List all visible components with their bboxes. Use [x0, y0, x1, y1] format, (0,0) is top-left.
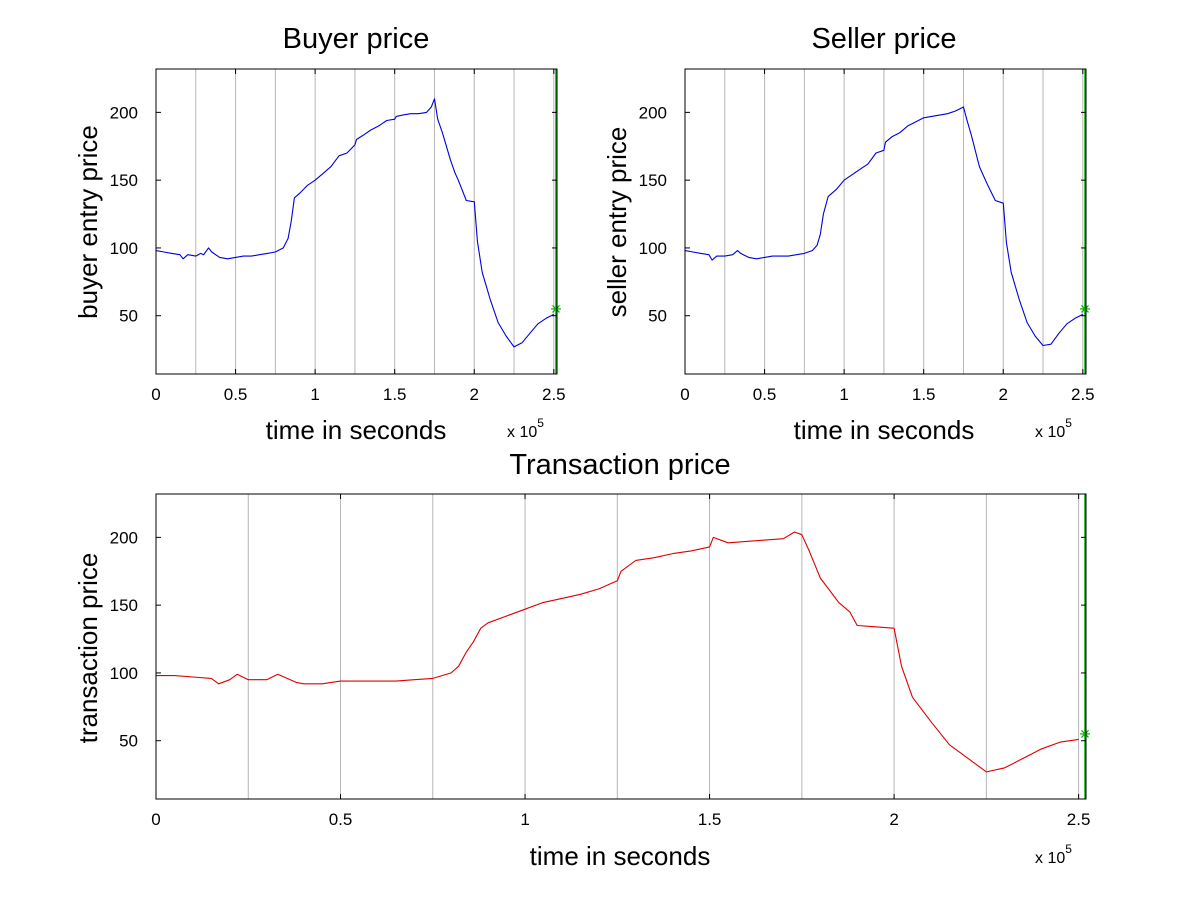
buyer-price-end-marker	[551, 303, 561, 314]
transaction-price-y-axis-label: transaction price	[73, 553, 103, 744]
buyer-price-panel: 0 0.5 1 1.5 2 2.5 50 100 150 200 Buyer price time…	[73, 23, 566, 445]
buyer-price-title: Buyer price	[283, 23, 430, 55]
seller-price-x-axis-label: time in seconds	[794, 415, 975, 445]
buyer-price-x-exponent: x 105	[507, 416, 544, 441]
seller-price-y-tick-label: 100	[639, 239, 667, 258]
buyer-price-y-tick-label: 200	[110, 103, 138, 122]
seller-price-x-tick-label: 1	[839, 385, 848, 404]
buyer-price-y-tick-label: 150	[110, 171, 138, 190]
transaction-price-x-tick-label: 1.5	[698, 810, 722, 829]
buyer-price-y-axis-label: buyer entry price	[73, 125, 103, 319]
seller-price-x-tick-label: 0	[680, 385, 689, 404]
transaction-price-series-line	[156, 531, 1079, 773]
buyer-price-x-axis-label: time in seconds	[266, 415, 447, 445]
buyer-price-x-tick-label: 0.5	[224, 385, 248, 404]
seller-price-series-line	[684, 106, 1084, 347]
seller-price-y-tick-label: 200	[639, 103, 667, 122]
buyer-price-series-line	[155, 98, 555, 348]
buyer-price-y-tick-label: 50	[119, 307, 138, 326]
transaction-price-y-tick-label: 50	[119, 732, 138, 751]
seller-price-panel: 0 0.5 1 1.5 2 2.5 50 100 150 200 Seller price tim…	[602, 23, 1095, 445]
transaction-price-x-tick-label: 0.5	[329, 810, 353, 829]
transaction-price-y-tick-label: 150	[110, 596, 138, 615]
buyer-price-x-tick-label: 0	[151, 385, 160, 404]
transaction-price-end-marker	[1080, 728, 1090, 739]
seller-price-y-tick-label: 150	[639, 171, 667, 190]
seller-price-x-exponent: x 105	[1035, 416, 1072, 441]
seller-price-y-axis-label: seller entry price	[602, 127, 632, 318]
seller-price-x-tick-label: 1.5	[912, 385, 936, 404]
transaction-price-x-tick-label: 0	[151, 810, 160, 829]
transaction-price-x-axis-label: time in seconds	[530, 841, 711, 871]
buyer-price-x-tick-label: 2.5	[542, 385, 566, 404]
seller-price-x-tick-label: 2.5	[1071, 385, 1095, 404]
transaction-price-x-tick-label: 1	[520, 810, 529, 829]
seller-price-end-marker	[1080, 303, 1090, 314]
transaction-price-y-tick-label: 100	[110, 664, 138, 683]
buyer-price-y-tick-label: 100	[110, 239, 138, 258]
buyer-price-axes-frame	[155, 68, 558, 375]
transaction-price-x-tick-label: 2	[889, 810, 898, 829]
transaction-price-panel: 0 0.5 1 1.5 2 2.5 50 100 150 200 Transaction pric…	[73, 449, 1090, 871]
transaction-price-x-tick-label: 2.5	[1067, 810, 1091, 829]
seller-price-axes-frame	[684, 68, 1087, 375]
seller-price-title: Seller price	[811, 23, 956, 55]
transaction-price-axes-frame	[155, 493, 1087, 800]
transaction-price-x-exponent: x 105	[1035, 842, 1072, 867]
buyer-price-x-tick-label: 1.5	[383, 385, 407, 404]
transaction-price-y-tick-label: 200	[110, 528, 138, 547]
seller-price-x-tick-label: 0.5	[753, 385, 777, 404]
seller-price-x-tick-label: 2	[999, 385, 1008, 404]
transaction-price-title: Transaction price	[509, 449, 730, 481]
buyer-price-x-tick-label: 2	[470, 385, 479, 404]
buyer-price-x-tick-label: 1	[310, 385, 319, 404]
seller-price-y-tick-label: 50	[648, 307, 667, 326]
